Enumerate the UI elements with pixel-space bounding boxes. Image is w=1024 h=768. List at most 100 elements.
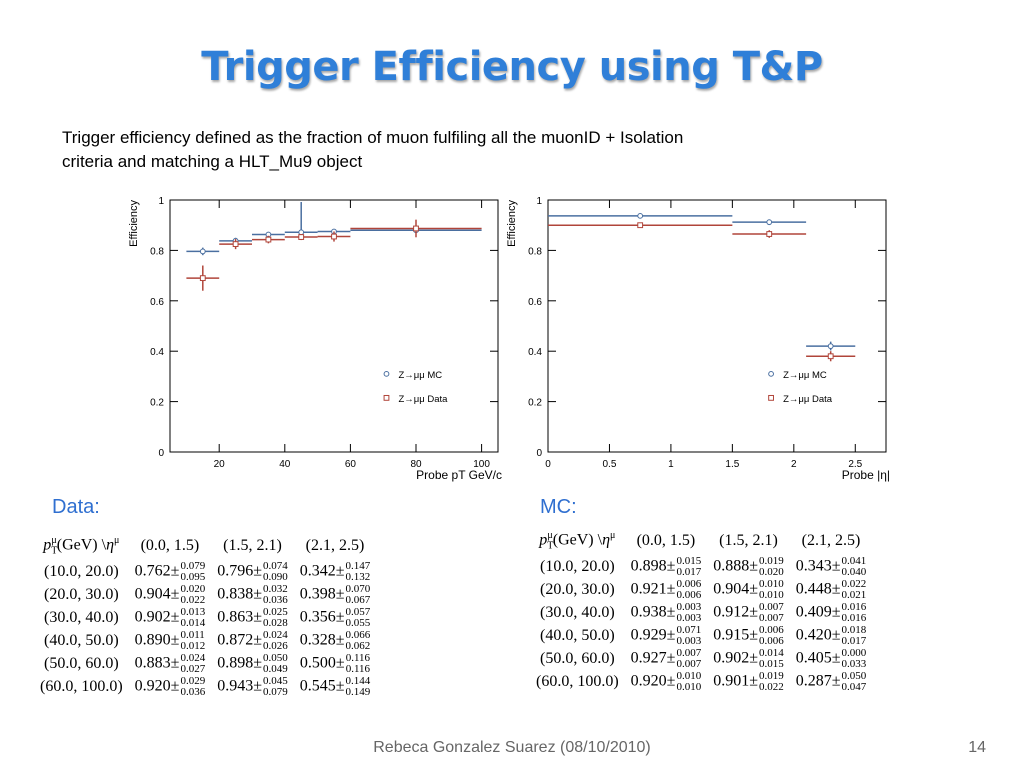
y-tick-label: 0: [536, 448, 542, 459]
table-cell: 0.898± 0.050 0.049: [211, 652, 294, 675]
error-down: 0.021: [841, 588, 867, 601]
legend-marker: [383, 370, 390, 377]
efficiency-vs-eta-chart: 0 0.2 0.4 0.6 0.8 1 0 0.5 1 1.5 2 2.5 Efficiency Prob…: [506, 196, 890, 482]
data-point: [199, 275, 206, 282]
table-cell: 0.287± 0.050 0.047: [790, 670, 873, 693]
table-row: (10.0, 20.0) 0.762± 0.079 0.095 0.796± 0.074 0…: [34, 560, 376, 583]
efficiency-errors: 0.019 0.022: [759, 670, 784, 693]
x-tick-label: 0.5: [603, 459, 617, 470]
table-row: (50.0, 60.0) 0.883± 0.024 0.027 0.898± 0.050 0…: [34, 652, 376, 675]
error-up: 0.144: [345, 674, 371, 687]
table-cell: 0.863± 0.025 0.028: [211, 606, 294, 629]
error-down: 0.079: [262, 685, 288, 698]
data-table-label: Data:: [52, 496, 100, 518]
error-down: 0.012: [180, 639, 206, 652]
table-cell: 0.838± 0.032 0.036: [211, 583, 294, 606]
legend-marker: [383, 394, 390, 401]
table-cell: 0.921± 0.006 0.006: [625, 578, 708, 601]
plot-frame: [547, 199, 887, 453]
error-up: 0.010: [676, 669, 702, 682]
table-cell: 0.920± 0.029 0.036: [129, 675, 212, 698]
error-down: 0.049: [262, 662, 288, 675]
table-row: (40.0, 50.0) 0.890± 0.011 0.012 0.872± 0.024 0…: [34, 629, 376, 652]
table-header-cell: (2.1, 2.5): [801, 532, 861, 549]
error-up: 0.011: [180, 628, 205, 641]
table-row-range: (20.0, 30.0): [540, 580, 615, 598]
table-header-axis: pTμ(GeV) \ημ: [43, 535, 120, 557]
data-point: [413, 225, 419, 232]
efficiency-value: 0.902±: [713, 649, 758, 667]
error-down: 0.006: [758, 634, 784, 647]
efficiency-errors: 0.029 0.036: [180, 675, 205, 698]
efficiency-value: 0.921±: [630, 580, 676, 598]
y-tick-label: 0.2: [150, 398, 164, 409]
table-row-range: (50.0, 60.0): [44, 654, 119, 672]
efficiency-errors: 0.007 0.007: [758, 600, 784, 624]
efficiency-value: 0.420±: [795, 626, 841, 644]
error-up: 0.000: [841, 646, 867, 659]
efficiency-value: 0.405±: [795, 649, 841, 667]
legend-label: Z→μμ Data: [398, 394, 448, 405]
x-tick-label: 2.5: [848, 459, 862, 470]
efficiency-errors: 0.018 0.017: [842, 624, 867, 647]
efficiency-errors: 0.050 0.049: [262, 652, 288, 675]
table-cell: 0.796± 0.074 0.090: [211, 560, 294, 583]
error-up: 0.070: [345, 582, 371, 595]
error-up: 0.007: [758, 600, 784, 613]
efficiency-value: 0.343±: [795, 557, 841, 575]
error-down: 0.062: [345, 639, 371, 652]
error-up: 0.013: [180, 605, 206, 618]
table-cell: 0.420± 0.018 0.017: [790, 624, 873, 647]
legend-label: Z→μμ Data: [783, 394, 833, 405]
error-up: 0.006: [758, 623, 784, 636]
table-row-range: (30.0, 40.0): [540, 603, 615, 621]
error-up: 0.024: [180, 651, 206, 664]
efficiency-errors: 0.144 0.149: [345, 674, 371, 698]
efficiency-errors: 0.032 0.036: [263, 583, 288, 606]
efficiency-value: 0.920±: [134, 677, 180, 695]
efficiency-value: 0.500±: [299, 654, 345, 672]
efficiency-errors: 0.041 0.040: [842, 555, 867, 578]
table-row: (60.0, 100.0) 0.920± 0.029 0.036 0.943± 0.045…: [34, 675, 376, 698]
table-cell: 0.898± 0.015 0.017: [625, 555, 708, 578]
slide-subtitle: Trigger efficiency defined as the fracti…: [62, 126, 962, 174]
efficiency-value: 0.448±: [795, 580, 841, 598]
y-axis-label: Efficiency: [506, 200, 518, 247]
efficiency-errors: 0.010 0.010: [759, 578, 784, 601]
efficiency-value: 0.409±: [795, 603, 841, 621]
efficiency-errors: 0.070 0.067: [345, 582, 371, 606]
table-cell: 0.938± 0.003 0.003: [625, 601, 708, 624]
table-header-cell: (1.5, 2.1): [223, 537, 282, 554]
table-cell: 0.500± 0.116 0.116: [294, 652, 377, 675]
efficiency-value: 0.912±: [713, 603, 758, 621]
data-point: [766, 219, 773, 226]
y-axis-label: Efficiency: [128, 200, 140, 247]
table-cell: 0.912± 0.007 0.007: [707, 601, 790, 624]
error-up: 0.022: [841, 577, 867, 590]
table-header-cell: (1.5, 2.1): [719, 532, 778, 549]
table-row-range: (50.0, 60.0): [540, 649, 615, 667]
y-tick-label: 0: [158, 448, 164, 459]
table-cell: 0.409± 0.016 0.016: [790, 601, 873, 624]
table-cell: 0.920± 0.010 0.010: [625, 670, 708, 693]
error-up: 0.066: [345, 628, 371, 641]
x-tick-label: 100: [473, 459, 490, 470]
data-point: [331, 233, 337, 240]
y-tick-label: 1: [536, 196, 542, 207]
efficiency-errors: 0.019 0.020: [759, 555, 784, 578]
efficiency-value: 0.398±: [299, 585, 345, 603]
error-down: 0.027: [180, 662, 206, 675]
error-up: 0.015: [676, 554, 702, 567]
error-up: 0.050: [841, 669, 867, 682]
table-cell: 0.343± 0.041 0.040: [790, 555, 873, 578]
table-cell: 0.904± 0.010 0.010: [707, 578, 790, 601]
efficiency-errors: 0.011 0.012: [180, 628, 206, 652]
table-header-row: pTμ(GeV) \ημ (0.0, 1.5) (1.5, 2.1) (2.1, 2.…: [34, 532, 376, 560]
data-point: [637, 212, 644, 219]
efficiency-value: 0.356±: [299, 608, 345, 626]
efficiency-errors: 0.015 0.017: [676, 554, 702, 578]
table-cell: 0.872± 0.024 0.026: [211, 629, 294, 652]
legend-label: Z→μμ MC: [783, 370, 827, 381]
table-row-range: (40.0, 50.0): [44, 631, 119, 649]
mc-table-label: MC:: [540, 496, 577, 518]
